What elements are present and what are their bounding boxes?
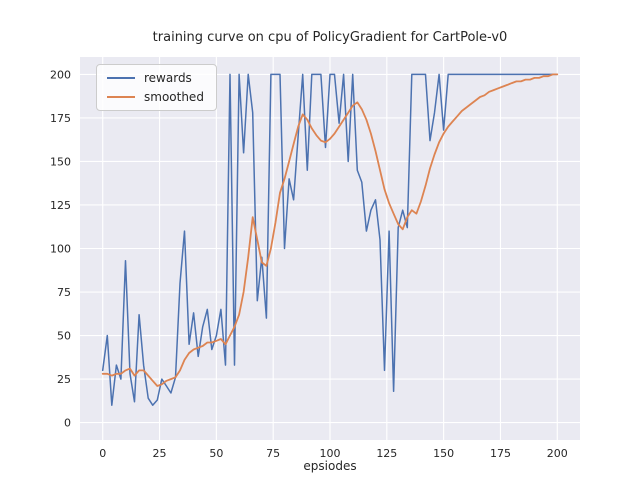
x-tick-label: 200 bbox=[547, 447, 568, 460]
y-tick-label: 200 bbox=[50, 68, 71, 81]
legend-label-smoothed: smoothed bbox=[144, 90, 204, 104]
legend-line-rewards-icon bbox=[107, 77, 135, 79]
series-line-smoothed bbox=[101, 73, 559, 387]
x-tick-label: 150 bbox=[433, 447, 454, 460]
x-tick-label: 50 bbox=[209, 447, 223, 460]
x-tick-label: 125 bbox=[376, 447, 397, 460]
x-tick-label: 25 bbox=[153, 447, 167, 460]
y-tick-label: 150 bbox=[50, 155, 71, 168]
y-tick-label: 100 bbox=[50, 243, 71, 256]
x-axis-label: epsiodes bbox=[303, 459, 357, 473]
y-tick-label: 25 bbox=[57, 373, 71, 386]
x-tick-label: 0 bbox=[99, 447, 106, 460]
chart-title: training curve on cpu of PolicyGradient … bbox=[152, 30, 508, 45]
x-tick-label: 175 bbox=[490, 447, 511, 460]
y-tick-label: 0 bbox=[64, 417, 71, 430]
legend: rewards smoothed bbox=[96, 64, 217, 111]
y-tick-label: 75 bbox=[57, 286, 71, 299]
series-line-rewards bbox=[101, 73, 559, 406]
legend-item-rewards: rewards bbox=[107, 71, 204, 85]
y-tick-label: 50 bbox=[57, 330, 71, 343]
x-tick-label: 75 bbox=[266, 447, 280, 460]
x-tick-label: 100 bbox=[320, 447, 341, 460]
legend-item-smoothed: smoothed bbox=[107, 90, 204, 104]
y-tick-label: 175 bbox=[50, 112, 71, 125]
legend-line-smoothed-icon bbox=[107, 96, 135, 98]
legend-label-rewards: rewards bbox=[144, 71, 192, 85]
y-tick-label: 125 bbox=[50, 199, 71, 212]
